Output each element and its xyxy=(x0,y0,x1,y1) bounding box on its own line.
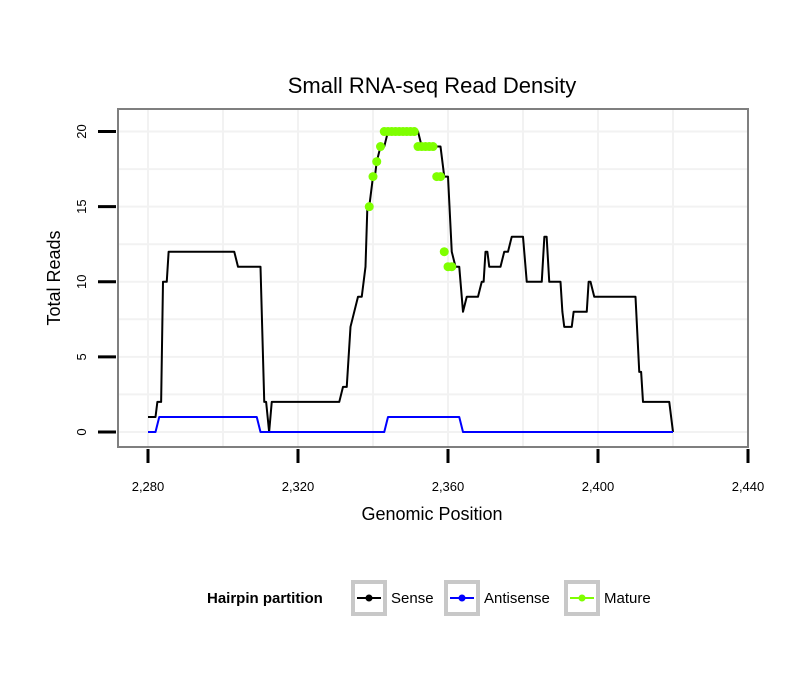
grid-lines xyxy=(118,109,748,447)
mature-point xyxy=(409,127,419,137)
y-axis: 0 5 10 15 20 xyxy=(74,124,116,436)
y-tick-label: 15 xyxy=(74,199,89,213)
legend-item-mature: Mature xyxy=(564,580,651,616)
mature-point xyxy=(428,142,438,152)
x-tick-label: 2,440 xyxy=(732,479,765,494)
x-tick-label: 2,360 xyxy=(432,479,465,494)
legend-item-antisense: Antisense xyxy=(444,580,550,616)
mature-point xyxy=(368,172,378,182)
x-tick-label: 2,280 xyxy=(132,479,165,494)
y-tick-label: 10 xyxy=(74,275,89,289)
y-axis-title: Total Reads xyxy=(44,230,64,325)
mature-point xyxy=(447,262,457,272)
legend-label-sense: Sense xyxy=(391,590,434,607)
x-tick-label: 2,400 xyxy=(582,479,615,494)
series-layer xyxy=(148,127,674,433)
legend-key-point xyxy=(458,594,466,602)
mature-point xyxy=(436,172,445,182)
y-tick-label: 0 xyxy=(74,428,89,435)
mature-series-points xyxy=(364,127,457,272)
mature-point xyxy=(372,157,382,167)
x-axis-title: Genomic Position xyxy=(361,504,502,524)
legend-label-antisense: Antisense xyxy=(484,590,550,607)
y-tick-label: 20 xyxy=(74,124,89,138)
legend-label-mature: Mature xyxy=(604,590,651,607)
legend: Hairpin partition Sense Antisense Mature xyxy=(207,580,651,616)
mature-point xyxy=(364,202,374,212)
legend-key-point xyxy=(578,594,586,602)
antisense-series-line xyxy=(148,415,673,433)
plot-area xyxy=(117,108,749,448)
plot-background xyxy=(118,109,748,447)
y-tick-label: 5 xyxy=(74,353,89,360)
x-axis: 2,280 2,320 2,360 2,400 2,440 xyxy=(132,449,765,494)
x-tick-label: 2,320 xyxy=(282,479,315,494)
mature-point xyxy=(376,142,385,152)
legend-key-point xyxy=(365,594,373,602)
chart-title: Small RNA-seq Read Density xyxy=(288,73,577,98)
sense-series-line xyxy=(148,130,674,433)
legend-item-sense: Sense xyxy=(351,580,434,616)
legend-title: Hairpin partition xyxy=(207,590,323,607)
mature-point xyxy=(439,247,449,257)
plot-border xyxy=(117,108,749,448)
